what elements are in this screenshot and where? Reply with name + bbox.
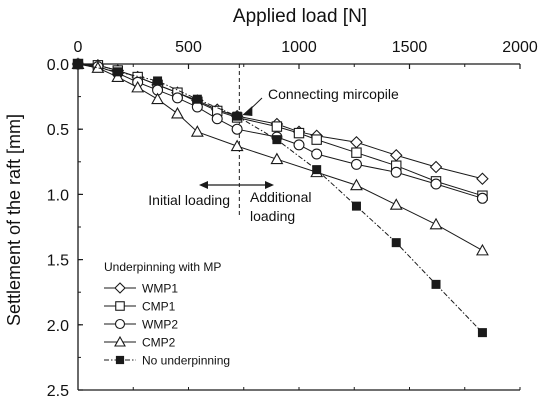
data-point-circle xyxy=(350,158,362,170)
connecting-annotation-arrowhead xyxy=(242,106,253,116)
data-point-square xyxy=(271,121,283,132)
data-point-diamond xyxy=(350,135,363,149)
data-point-filled-square xyxy=(431,279,441,289)
data-point-circle xyxy=(293,139,305,151)
data-point-filled-square xyxy=(153,76,163,86)
x-tick-label: 1000 xyxy=(281,39,317,56)
legend-item: WMP1 xyxy=(104,282,178,296)
series-layer xyxy=(71,57,489,338)
additional-loading-label-line2: loading xyxy=(250,208,295,224)
data-point-triangle xyxy=(171,106,184,119)
x-axis-ticks: 0 500 1000 1500 2000 xyxy=(74,39,538,390)
y-tick-label: 1.5 xyxy=(47,253,69,270)
additional-loading-arrowhead xyxy=(265,181,274,189)
data-point-circle xyxy=(171,92,183,104)
y-axis-label: Settlement of the raft [mm] xyxy=(4,114,24,326)
x-tick-label: 2000 xyxy=(502,39,538,56)
data-point-diamond xyxy=(476,172,489,186)
connecting-micropile-label: Connecting mircopile xyxy=(268,86,399,102)
data-point-triangle xyxy=(151,92,164,105)
y-tick-label: 2.0 xyxy=(47,318,69,335)
data-point-triangle xyxy=(475,243,489,256)
data-point-diamond xyxy=(389,149,403,162)
y-tick-label: 0.0 xyxy=(47,57,69,74)
x-tick-label: 500 xyxy=(175,39,202,56)
data-point-triangle xyxy=(91,61,105,73)
data-point-square xyxy=(311,134,322,145)
data-point-triangle xyxy=(389,198,403,210)
data-point-filled-square xyxy=(115,355,125,365)
y-axis-ticks: 0.0 0.5 1.0 1.5 2.0 2.5 xyxy=(47,57,83,400)
data-point-triangle xyxy=(429,217,443,230)
y-tick-label: 0.5 xyxy=(47,122,69,139)
data-point-diamond xyxy=(429,160,443,174)
legend-item: No underpinning xyxy=(104,354,230,368)
legend-label: WMP2 xyxy=(142,318,178,332)
legend-item: WMP2 xyxy=(104,318,178,332)
data-point-circle xyxy=(231,123,243,135)
x-tick-label: 1500 xyxy=(392,39,428,56)
data-point-circle xyxy=(311,148,323,160)
data-point-filled-square xyxy=(312,165,322,175)
data-point-triangle xyxy=(131,80,145,93)
data-point-triangle xyxy=(270,152,284,165)
data-point-triangle xyxy=(230,139,244,152)
data-point-triangle xyxy=(350,178,363,191)
series-line xyxy=(77,63,483,197)
initial-loading-label: Initial loading xyxy=(148,192,230,208)
series-line xyxy=(77,63,483,199)
data-point-circle xyxy=(211,113,223,125)
data-point-filled-square xyxy=(272,135,282,145)
data-point-filled-square xyxy=(113,67,123,77)
legend-label: No underpinning xyxy=(142,354,230,368)
data-point-triangle xyxy=(111,70,125,82)
legend-item: CMP1 xyxy=(104,300,176,314)
data-point-diamond xyxy=(114,282,126,294)
initial-loading-arrowhead xyxy=(199,181,208,189)
legend: Underpinning with MP WMP1 CMP1 WMP2 CMP2 No … xyxy=(104,260,230,368)
data-point-triangle xyxy=(190,125,204,137)
y-tick-label: 2.5 xyxy=(47,383,69,400)
legend-title: Underpinning with MP xyxy=(104,260,221,274)
data-point-square xyxy=(293,127,305,139)
data-point-square xyxy=(115,301,125,311)
data-point-filled-square xyxy=(477,328,487,338)
legend-label: CMP1 xyxy=(142,300,176,314)
data-point-filled-square xyxy=(232,111,242,121)
x-tick-label: 0 xyxy=(74,39,83,56)
data-point-circle xyxy=(390,166,402,178)
legend-label: CMP2 xyxy=(142,336,176,350)
data-point-filled-square xyxy=(73,59,83,69)
legend-item: CMP2 xyxy=(104,336,176,350)
data-point-circle xyxy=(476,192,488,204)
data-point-circle xyxy=(114,318,126,330)
data-point-triangle xyxy=(114,335,126,347)
legend-label: WMP1 xyxy=(142,282,178,296)
data-point-square xyxy=(351,147,362,158)
x-axis-label: Applied load [N] xyxy=(233,6,367,27)
data-point-circle xyxy=(430,178,442,190)
additional-loading-label-line1: Additional xyxy=(250,189,312,205)
data-point-filled-square xyxy=(351,201,361,211)
data-point-filled-square xyxy=(192,94,202,104)
data-point-filled-square xyxy=(391,238,401,248)
series-no-underpinning xyxy=(73,59,487,338)
y-tick-label: 1.0 xyxy=(47,187,69,204)
annotations: Connecting mircopile Initial loading Add… xyxy=(148,64,399,224)
